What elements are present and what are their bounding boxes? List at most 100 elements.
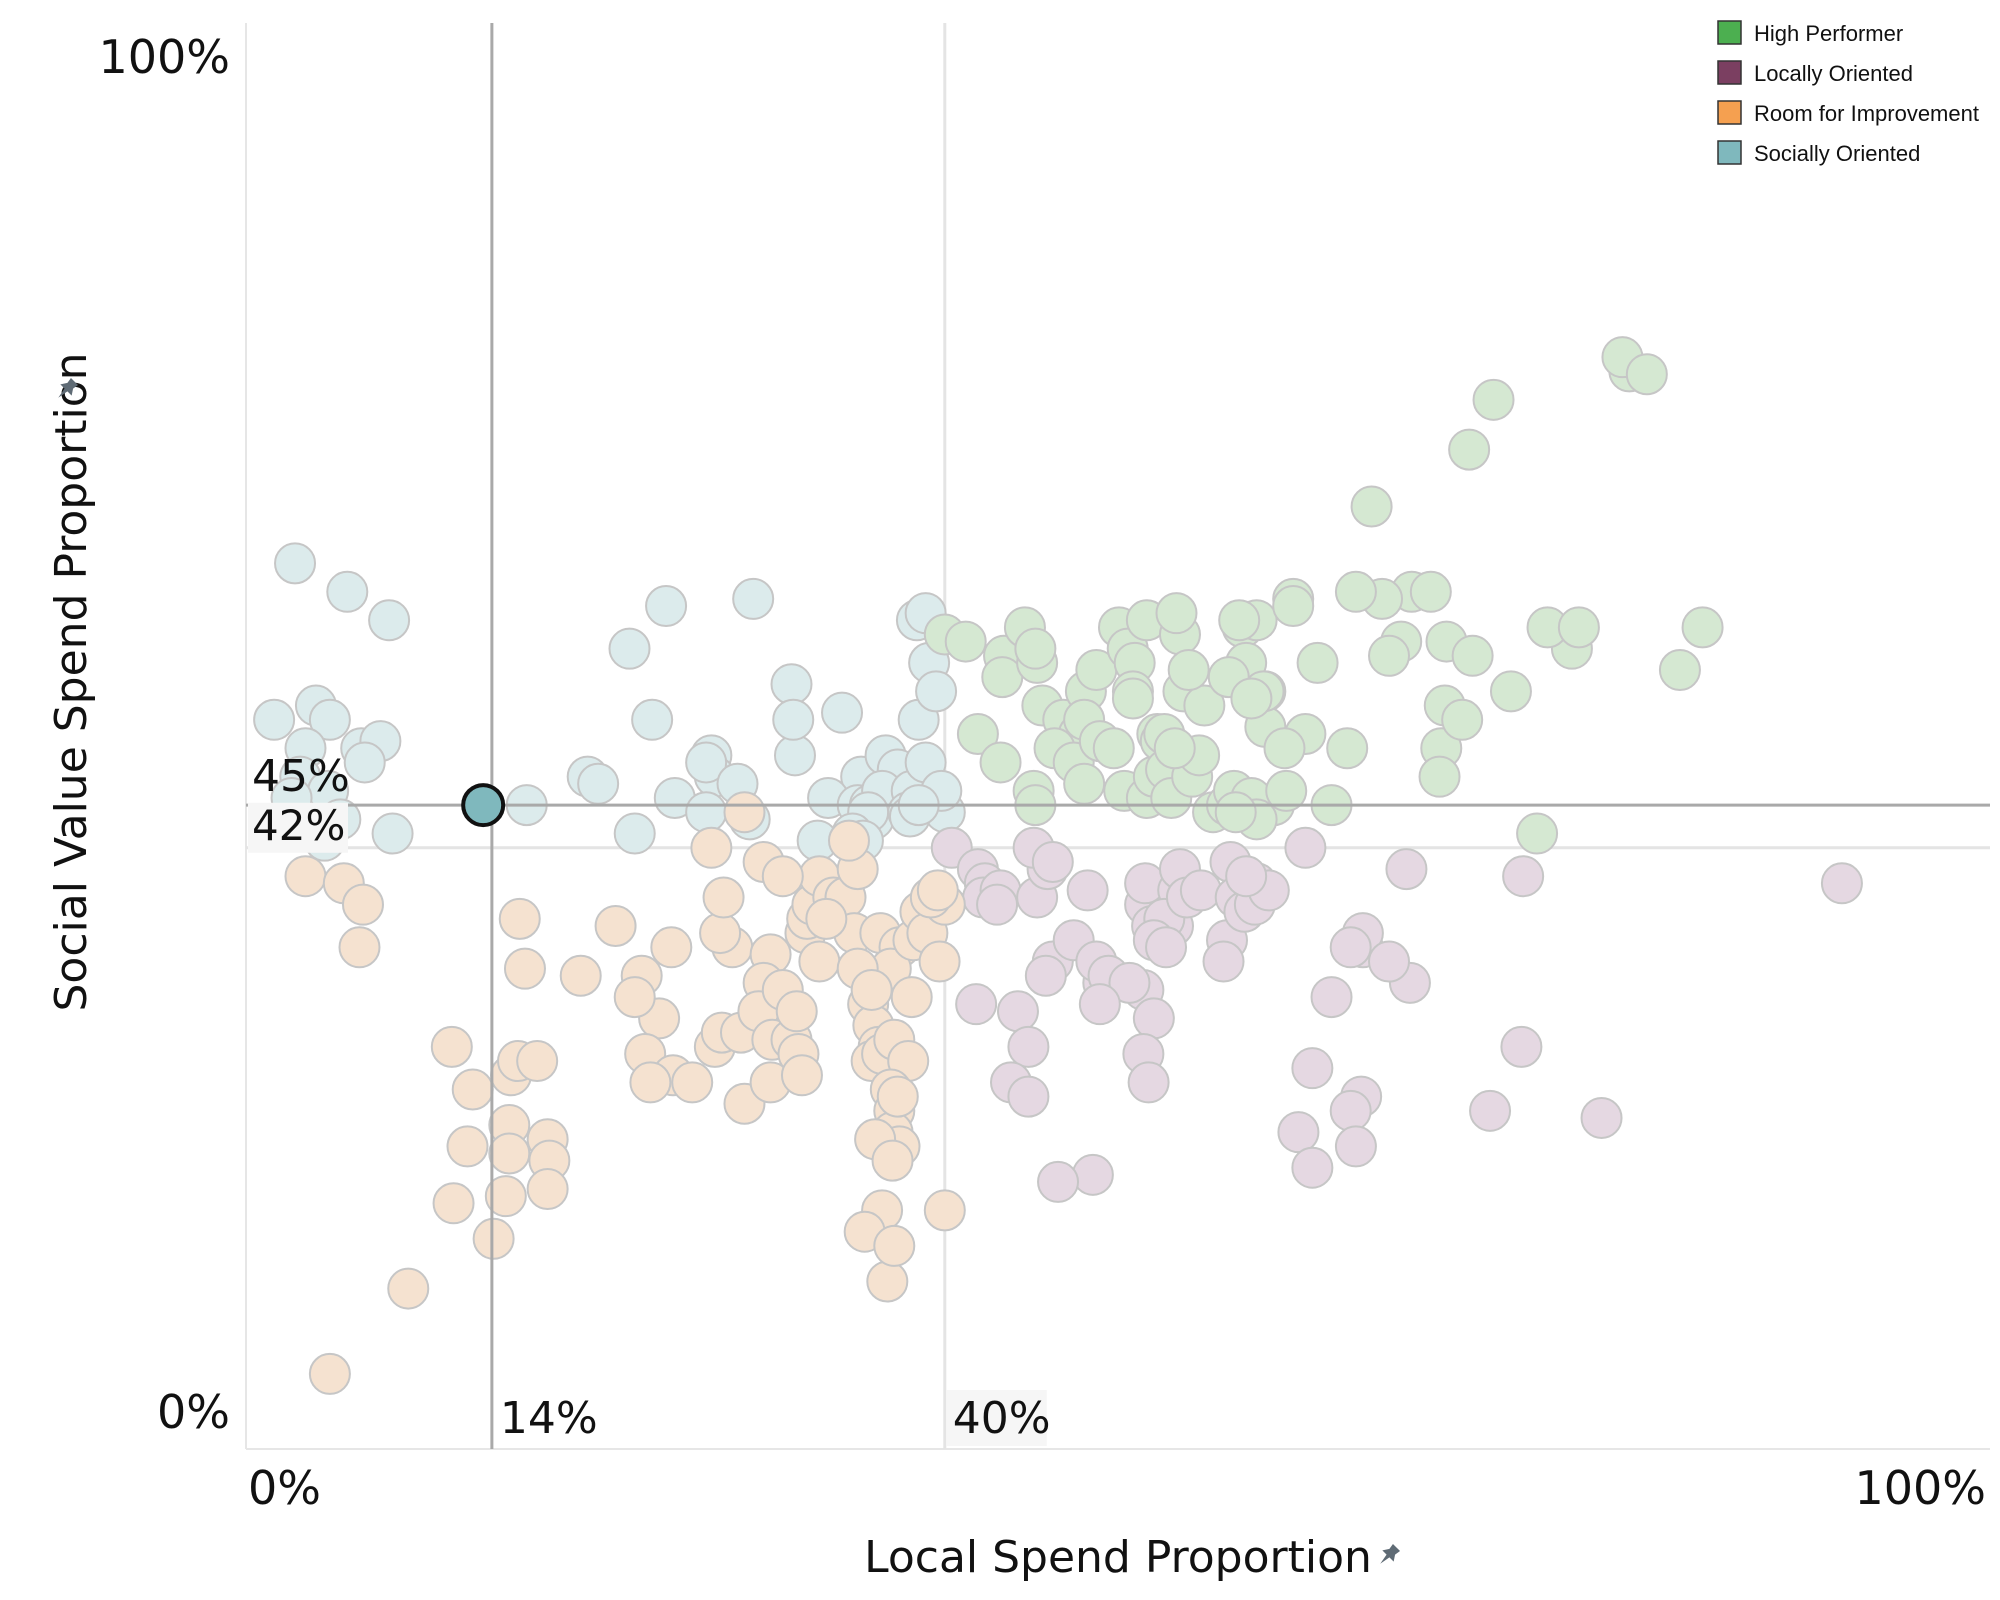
data-point-high-performer[interactable] [1153,727,1196,770]
x-axis-pin[interactable] [1375,1542,1403,1570]
data-point-high-performer[interactable] [1409,570,1452,613]
data-point-socially-oriented[interactable] [577,762,620,805]
data-point-room-for-improvement[interactable] [923,1189,966,1232]
data-point-high-performer[interactable] [1334,570,1377,613]
data-point-locally-oriented[interactable] [1007,1025,1050,1068]
data-point-locally-oriented[interactable] [1334,1125,1377,1168]
data-point-locally-oriented[interactable] [996,990,1039,1033]
data-point-room-for-improvement[interactable] [702,876,745,919]
data-point-locally-oriented[interactable] [1078,983,1121,1026]
data-point-socially-oriented[interactable] [772,698,815,741]
data-point-socially-oriented[interactable] [608,627,651,670]
data-point-locally-oriented[interactable] [1502,855,1545,898]
data-point-locally-oriented[interactable] [1291,1146,1334,1189]
data-point-room-for-improvement[interactable] [430,1025,473,1068]
data-point-locally-oriented[interactable] [1007,1075,1050,1118]
data-point-locally-oriented[interactable] [1329,1089,1372,1132]
data-point-room-for-improvement[interactable] [338,926,381,969]
data-point-high-performer[interactable] [1658,649,1701,692]
data-point-high-performer[interactable] [1272,585,1315,628]
data-point-room-for-improvement[interactable] [488,1132,531,1175]
data-point-high-performer[interactable] [1296,641,1339,684]
data-point-high-performer[interactable] [1183,684,1226,727]
data-point-room-for-improvement[interactable] [308,1352,351,1395]
data-point-room-for-improvement[interactable] [613,976,656,1019]
data-point-room-for-improvement[interactable] [284,855,327,898]
data-point-socially-oriented[interactable] [685,791,728,834]
data-point-room-for-improvement[interactable] [503,947,546,990]
data-point-room-for-improvement[interactable] [446,1125,489,1168]
data-point-room-for-improvement[interactable] [775,990,818,1033]
data-point-room-for-improvement[interactable] [798,940,841,983]
data-point-room-for-improvement[interactable] [594,904,637,947]
data-point-high-performer[interactable] [1218,599,1261,642]
data-point-locally-oriented[interactable] [1031,840,1074,883]
data-point-room-for-improvement[interactable] [516,1040,559,1083]
data-point-room-for-improvement[interactable] [761,855,804,898]
data-point-locally-oriented[interactable] [1284,826,1327,869]
data-point-high-performer[interactable] [1263,727,1306,770]
data-point-room-for-improvement[interactable] [850,968,893,1011]
data-point-locally-oriented[interactable] [1132,997,1175,1040]
data-point-high-performer[interactable] [1418,755,1461,798]
data-point-locally-oriented[interactable] [955,983,998,1026]
data-point-room-for-improvement[interactable] [827,819,870,862]
data-point-socially-oriented[interactable] [773,734,816,777]
data-point-locally-oriented[interactable] [1037,1160,1080,1203]
data-point-high-performer[interactable] [1489,670,1532,713]
data-point-locally-oriented[interactable] [1820,862,1863,905]
data-point-room-for-improvement[interactable] [805,897,848,940]
data-point-high-performer[interactable] [1014,627,1057,670]
data-point-socially-oriented[interactable] [915,670,958,713]
data-point-room-for-improvement[interactable] [387,1267,430,1310]
data-point-room-for-improvement[interactable] [472,1217,515,1260]
data-point-socially-oriented[interactable] [371,812,414,855]
legend-label-locally-oriented[interactable]: Locally Oriented [1754,61,1913,86]
data-point-socially-oriented[interactable] [326,570,369,613]
data-point-room-for-improvement[interactable] [871,1139,914,1182]
data-point-locally-oriented[interactable] [1469,1089,1512,1132]
data-point-high-performer[interactable] [1230,677,1273,720]
data-point-socially-oriented[interactable] [274,542,317,585]
data-point-high-performer[interactable] [1472,378,1515,421]
data-point-room-for-improvement[interactable] [671,1061,714,1104]
data-point-room-for-improvement[interactable] [890,976,933,1019]
data-point-high-performer[interactable] [956,713,999,755]
data-point-locally-oriented[interactable] [1127,1061,1170,1104]
data-point-room-for-improvement[interactable] [484,1175,527,1218]
data-point-room-for-improvement[interactable] [451,1068,494,1111]
data-point-room-for-improvement[interactable] [866,1260,909,1303]
data-point-high-performer[interactable] [1063,762,1106,805]
data-point-high-performer[interactable] [1265,769,1308,812]
data-point-high-performer[interactable] [1111,677,1154,720]
data-point-socially-oriented[interactable] [770,663,813,706]
data-point-socially-oriented[interactable] [613,812,656,855]
data-point-high-performer[interactable] [1326,727,1369,770]
data-point-room-for-improvement[interactable] [690,826,733,869]
data-point-locally-oriented[interactable] [1277,1111,1320,1154]
data-point-room-for-improvement[interactable] [876,1075,919,1118]
data-point-high-performer[interactable] [1368,634,1411,677]
data-point-high-performer[interactable] [944,620,987,663]
legend-label-socially-oriented[interactable]: Socially Oriented [1754,141,1920,166]
data-point-socially-oriented[interactable] [631,698,674,741]
data-point-socially-oriented[interactable] [732,577,775,620]
data-point-room-for-improvement[interactable] [918,940,961,983]
data-point-locally-oriented[interactable] [1071,1153,1114,1196]
data-point-high-performer[interactable] [1557,606,1600,649]
legend-label-room-for-improvement[interactable]: Room for Improvement [1754,101,1979,126]
data-point-socially-oriented[interactable] [685,741,728,784]
selected-data-point[interactable] [461,783,506,828]
data-point-locally-oriented[interactable] [976,883,1019,926]
data-point-locally-oriented[interactable] [1500,1025,1543,1068]
data-point-locally-oriented[interactable] [1580,1096,1623,1139]
data-point-high-performer[interactable] [1451,634,1494,677]
data-point-room-for-improvement[interactable] [916,869,959,912]
data-point-locally-oriented[interactable] [1145,926,1188,969]
data-point-locally-oriented[interactable] [1066,869,1109,912]
data-point-high-performer[interactable] [1092,727,1135,770]
data-point-high-performer[interactable] [1625,353,1668,396]
data-point-locally-oriented[interactable] [1108,961,1151,1004]
data-point-locally-oriented[interactable] [1202,940,1245,983]
data-point-locally-oriented[interactable] [1329,926,1372,969]
